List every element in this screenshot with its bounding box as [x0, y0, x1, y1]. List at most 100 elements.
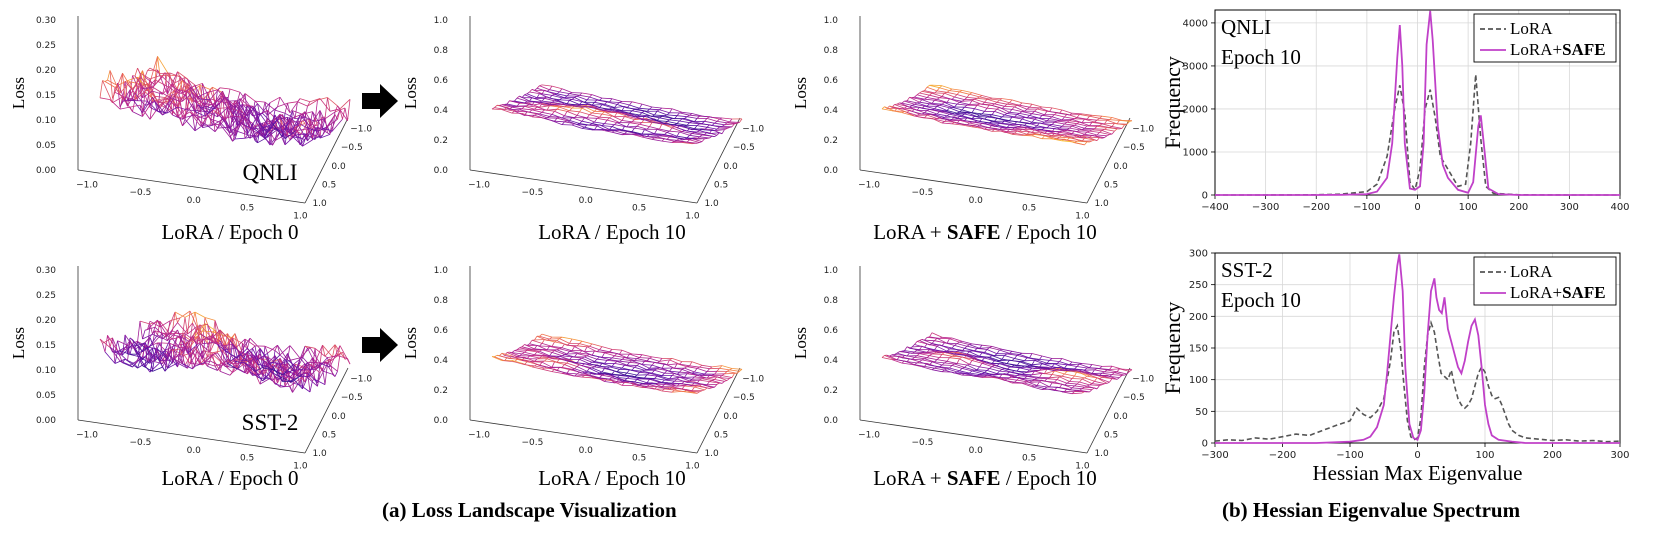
surface-grid-segment — [1009, 124, 1020, 127]
surface-grid-segment — [174, 311, 186, 318]
surface-grid-segment — [269, 115, 281, 129]
surface-grid-segment — [269, 96, 281, 104]
surface-grid-segment — [334, 344, 346, 360]
surface-grid-segment — [549, 346, 560, 350]
surface-grid-segment — [686, 373, 698, 376]
surface-grid-segment — [686, 141, 698, 144]
surface-grid-segment — [1039, 373, 1043, 378]
surface-grid-segment — [157, 350, 161, 361]
surface-grid-segment — [1031, 386, 1043, 390]
surface-grid-segment — [222, 350, 226, 367]
surface-grid-segment — [1051, 116, 1063, 121]
surface-grid-segment — [556, 117, 568, 122]
surface-grid-segment — [636, 108, 648, 112]
surface-grid-segment — [172, 99, 183, 127]
x-tick-label: −1.0 — [468, 180, 490, 190]
surface-grid-segment — [187, 346, 191, 369]
surface-grid-segment — [906, 358, 910, 362]
surface-grid-segment — [252, 122, 263, 136]
surface-grid-segment — [711, 125, 723, 127]
surface-grid-segment — [214, 330, 218, 342]
surface-grid-segment — [1066, 129, 1078, 132]
surface-grid-segment — [591, 94, 603, 99]
surface-grid-segment — [634, 376, 645, 379]
surface-grid-segment — [207, 104, 218, 114]
surface-grid-segment — [601, 379, 613, 382]
x-tick-label: 1.0 — [1075, 211, 1090, 221]
surface-grid-segment — [646, 368, 658, 371]
surface-grid-segment — [911, 358, 923, 361]
surface-grid-segment — [1061, 130, 1073, 134]
surface-grid-segment — [949, 119, 960, 122]
surface-grid-segment — [197, 336, 208, 345]
surface-grid-segment — [676, 127, 688, 132]
z-tick-label: 0.8 — [824, 296, 839, 306]
surface-grid-segment — [167, 334, 171, 341]
x-tick-label: −1.0 — [858, 180, 880, 190]
surface-grid-segment — [1099, 378, 1110, 383]
surface-grid-segment — [267, 119, 278, 133]
surface-grid-segment — [514, 361, 525, 365]
surface-grid-segment — [157, 334, 168, 342]
surface-grid-segment — [1019, 126, 1030, 129]
surface-grid-segment — [676, 115, 688, 118]
surface-grid-segment — [259, 113, 271, 129]
surface-grid-segment — [626, 107, 638, 110]
surface-grid-segment — [979, 366, 990, 369]
surface-grid-segment — [1071, 378, 1083, 380]
surface-grid-segment — [956, 363, 968, 366]
surface-grid-segment — [541, 93, 553, 96]
surface-grid-segment — [626, 372, 638, 376]
surface-grid-segment — [659, 381, 670, 385]
surface-grid-segment — [909, 96, 920, 103]
surface-grid-segment — [966, 373, 978, 376]
z-tick-label: 1.0 — [434, 266, 449, 276]
y-tick-label: −0.5 — [733, 143, 755, 153]
surface-grid-segment — [706, 381, 710, 386]
surface-grid-segment — [691, 121, 703, 124]
surface-grid-segment — [701, 138, 705, 142]
surface-grid-segment — [721, 380, 725, 384]
surface-grid-segment — [1096, 132, 1100, 136]
surface-grid-segment — [1071, 392, 1083, 395]
surface-grid-segment — [986, 107, 998, 110]
surface-grid-segment — [901, 102, 913, 106]
surface-grid-segment — [304, 368, 316, 370]
surface-grid-segment — [609, 98, 613, 103]
surface-grid-segment — [651, 138, 663, 142]
surface-grid-segment — [991, 97, 1003, 99]
surface-grid-segment — [941, 353, 953, 357]
surface-grid-segment — [234, 93, 246, 110]
surface-grid-segment — [1056, 138, 1068, 141]
z-tick-label: 1.0 — [824, 16, 839, 26]
surface-grid-segment — [1061, 140, 1073, 143]
surface-grid-segment — [991, 366, 1003, 370]
surface-grid-segment — [164, 72, 168, 95]
z-tick-label: 0.25 — [36, 41, 56, 51]
surface-grid-segment — [334, 371, 338, 377]
surface-grid-segment — [521, 344, 525, 348]
surface-grid-segment — [501, 104, 513, 108]
y-axis-line — [696, 367, 741, 454]
surface-grid-segment — [157, 56, 168, 73]
surface-grid-segment — [614, 112, 618, 117]
surface-grid-segment — [976, 104, 988, 109]
surface-grid-segment — [1054, 390, 1065, 392]
surface-grid-segment — [207, 89, 218, 93]
surface-grid-segment — [519, 347, 530, 351]
surface-grid-segment — [524, 105, 535, 110]
x-tick-label: −0.5 — [911, 188, 933, 198]
surface-grid-segment — [132, 343, 143, 361]
surface-grid-segment — [1009, 120, 1020, 123]
surface-grid-segment — [177, 106, 188, 111]
surface-grid-segment — [981, 111, 985, 115]
surface-grid-segment — [714, 379, 725, 382]
surface-grid-segment — [252, 373, 263, 376]
surface-grid-segment — [269, 354, 281, 365]
surface-grid-segment — [686, 122, 690, 126]
surface-grid-segment — [1071, 130, 1075, 134]
surface-grid-segment — [237, 102, 241, 125]
surface-grid-segment — [991, 105, 1003, 109]
surface-grid-segment — [679, 369, 683, 373]
surface-grid-segment — [651, 356, 663, 359]
